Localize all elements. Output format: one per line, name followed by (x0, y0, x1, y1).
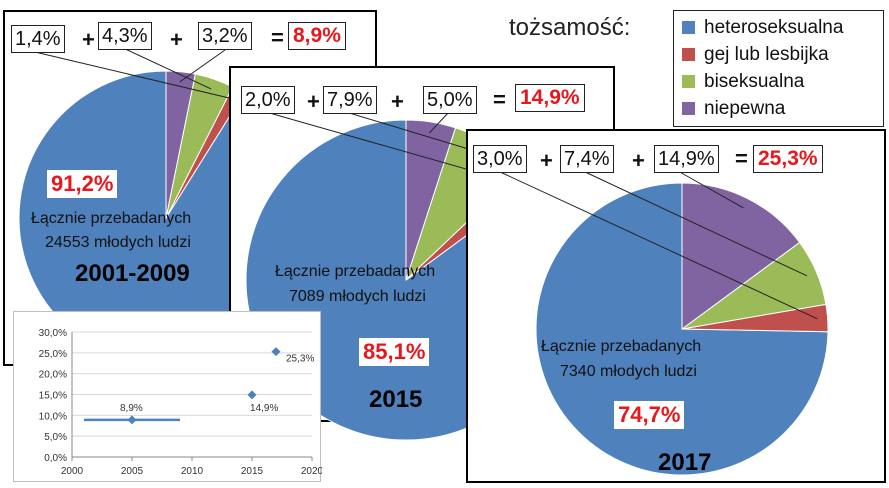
x-tick-label: 2015 (241, 466, 264, 477)
plus-sign: + (170, 27, 183, 52)
legend-item-gej-lub-lesbijka: gej lub lesbijka (682, 41, 875, 68)
y-tick-label: 0,0% (44, 453, 67, 464)
value-label-niepewna: 3,2% (198, 22, 252, 50)
plus-sign: + (307, 89, 320, 114)
sample-note-line1: Łącznie przebadanych (275, 263, 436, 280)
x-tick-label: 2010 (181, 466, 204, 477)
trend-chart: 0,0% 5,0% 10,0% 15,0% 20,0% 25,0% 30,0% 2000 200… (39, 328, 324, 477)
data-point (271, 347, 281, 357)
y-tick-label: 25,0% (39, 349, 67, 360)
x-tick-label: 2005 (121, 466, 144, 477)
pie-slice-niepewna (681, 182, 801, 330)
plus-sign: + (632, 148, 645, 173)
period-title: 2001-2009 (75, 260, 190, 287)
y-tick-label: 10,0% (39, 411, 67, 422)
legend-label: biseksualna (704, 70, 805, 92)
sample-note-line2: 7340 młodych ludzi (560, 363, 697, 380)
sample-note-line2: 24553 młodych ludzi (45, 234, 191, 251)
equals-sign: = (735, 146, 748, 171)
period-title: 2017 (658, 449, 712, 476)
pie-slice-niepewna (405, 119, 457, 281)
leader-line-niepewna (677, 170, 744, 209)
legend-item-niepewna: niepewna (682, 95, 875, 122)
legend-title: tożsamość: (509, 14, 631, 41)
data-point (247, 390, 257, 400)
leader-line-bi (122, 47, 212, 90)
value-label-hetero: 74,7% (614, 401, 685, 429)
leader-line-niepewna (428, 111, 450, 134)
data-label: 8,9% (120, 403, 143, 414)
trend-chart-panel: 0,0% 5,0% 10,0% 15,0% 20,0% 25,0% 30,0% 2000 200… (13, 311, 324, 482)
pie-chart-2017 (497, 170, 829, 476)
legend: heteroseksualna gej lub lesbijka biseksu… (673, 10, 884, 127)
plus-sign: + (540, 148, 553, 173)
y-tick-label: 20,0% (39, 370, 67, 381)
legend-swatch (682, 102, 695, 115)
pie-slice-niepewna (165, 70, 196, 219)
x-tick-label: 2000 (61, 466, 84, 477)
legend-swatch (682, 48, 695, 61)
equals-sign: = (493, 87, 506, 112)
legend-label: niepewna (704, 97, 786, 119)
legend-label: gej lub lesbijka (704, 43, 829, 65)
value-label-gej: 1,4% (11, 25, 65, 53)
plus-sign: + (391, 89, 404, 114)
sum-label: 8,9% (288, 22, 346, 50)
sample-note-line1: Łącznie przebadanych (541, 338, 702, 355)
legend-swatch (682, 75, 695, 88)
sum-label: 14,9% (515, 84, 585, 112)
value-label-bi: 4,3% (98, 22, 152, 50)
value-label-gej: 2,0% (241, 86, 295, 114)
leader-line-gej (497, 170, 818, 320)
equals-sign: = (271, 25, 284, 50)
legend-label: heteroseksualna (704, 16, 844, 38)
value-label-niepewna: 14,9% (654, 145, 719, 173)
sum-label: 25,3% (753, 145, 823, 173)
y-tick-label: 30,0% (39, 328, 67, 339)
leader-line-bi (582, 170, 808, 277)
data-label: 14,9% (250, 403, 278, 414)
value-label-hetero: 85,1% (359, 338, 430, 366)
value-label-bi: 7,4% (560, 145, 614, 173)
plus-sign: + (82, 27, 95, 52)
leader-line-niepewna (179, 49, 226, 83)
value-label-gej: 3,0% (473, 145, 527, 173)
x-tick-label: 2020 (301, 466, 322, 477)
leader-line-gej (34, 51, 234, 100)
sample-note-line1: Łącznie przebadanych (31, 210, 192, 227)
legend-swatch (682, 21, 695, 34)
leader-line-bi (345, 111, 486, 155)
data-point (127, 415, 137, 425)
sample-note-line2: 7089 młodych ludzi (289, 288, 426, 305)
data-label: 25,3% (286, 354, 314, 365)
pie-panel-2017: 3,0% + 7,4% + 14,9% = 25,3% Łącznie prze… (466, 129, 886, 483)
value-label-niepewna: 5,0% (423, 86, 477, 114)
value-label-hetero: 91,2% (47, 170, 118, 198)
y-tick-label: 15,0% (39, 391, 67, 402)
legend-item-biseksualna: biseksualna (682, 68, 875, 95)
value-label-bi: 7,9% (323, 86, 377, 114)
legend-item-heteroseksualna: heteroseksualna (682, 14, 875, 41)
period-title: 2015 (369, 386, 423, 413)
y-tick-label: 5,0% (44, 432, 67, 443)
